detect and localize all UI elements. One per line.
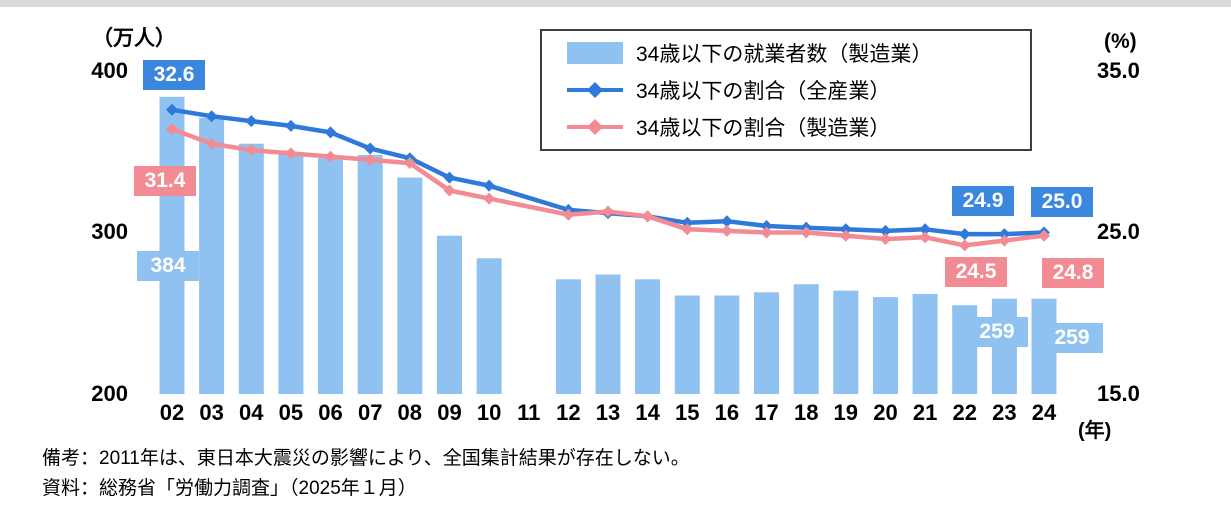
right-axis-tick-25: 25.0 (1097, 219, 1140, 244)
left-axis-tick-400: 400 (91, 58, 128, 83)
footnote-remark: 備考：2011年は、東日本大震災の影響により、全国集計結果が存在しない。 (42, 448, 690, 469)
svg-text:17: 17 (754, 400, 778, 425)
right-axis-tick-35: 35.0 (1097, 58, 1140, 83)
legend-item-ratio-all-industries: 34歳以下の割合（全産業） (542, 75, 1030, 105)
svg-text:24: 24 (1032, 400, 1057, 425)
svg-text:08: 08 (398, 400, 422, 425)
footnote-source: 資料：総務省「労働力調査」（2025年１月） (42, 478, 417, 499)
svg-text:02: 02 (160, 400, 184, 425)
svg-text:06: 06 (318, 400, 342, 425)
x-tick-labels: 02 03 04 05 06 07 08 09 10 11 12 13 14 15 16 17 18 19 20 21… (160, 400, 1057, 425)
data-label-employment-2024: 259 (1041, 323, 1103, 353)
legend-label-employment-bar: 34歳以下の就業者数（製造業） (636, 43, 933, 67)
svg-text:10: 10 (477, 400, 501, 425)
line-ratio-manufacturing (166, 123, 1050, 252)
svg-text:11: 11 (517, 400, 540, 425)
data-label-employment-2023: 259 (966, 317, 1028, 347)
svg-text:21: 21 (913, 400, 937, 425)
svg-text:12: 12 (556, 400, 580, 425)
data-label-manufacturing-ratio-2024: 24.8 (1042, 258, 1104, 288)
svg-text:19: 19 (834, 400, 858, 425)
svg-text:09: 09 (437, 400, 461, 425)
data-label-all-industries-2023: 24.9 (952, 186, 1014, 216)
data-label-employment-2002: 384 (137, 251, 199, 281)
legend-item-employment-bar: 34歳以下の就業者数（製造業） (542, 38, 1030, 68)
legend-label-ratio-all-industries: 34歳以下の割合（全産業） (636, 79, 891, 103)
svg-text:03: 03 (199, 400, 223, 425)
data-label-all-industries-2002: 32.6 (143, 60, 205, 90)
legend-item-ratio-manufacturing: 34歳以下の割合（製造業） (542, 112, 1030, 142)
data-label-all-industries-2024: 25.0 (1031, 187, 1093, 217)
svg-text:18: 18 (794, 400, 818, 425)
x-axis-unit-label: (年) (1078, 420, 1112, 442)
svg-text:15: 15 (675, 400, 699, 425)
right-axis-title: (%) (1104, 30, 1137, 53)
svg-text:07: 07 (358, 400, 382, 425)
blue-line-swatch-icon (566, 78, 624, 102)
bars-employment-series (159, 96, 1057, 395)
pink-line-swatch-icon (566, 115, 624, 139)
legend-label-ratio-manufacturing: 34歳以下の割合（製造業） (636, 116, 891, 140)
right-axis-tick-15: 15.0 (1097, 381, 1140, 406)
bar-swatch-icon (566, 41, 624, 65)
left-axis-title: （万人） (92, 27, 176, 50)
svg-text:23: 23 (992, 400, 1016, 425)
data-label-manufacturing-ratio-2002: 31.4 (134, 166, 196, 196)
svg-text:05: 05 (279, 400, 303, 425)
svg-text:16: 16 (715, 400, 739, 425)
left-axis-tick-200: 200 (91, 381, 128, 406)
svg-text:20: 20 (873, 400, 897, 425)
legend: 34歳以下の就業者数（製造業） 34歳以下の割合（全産業） 34歳以下の割合（製… (540, 29, 1032, 151)
left-axis-tick-300: 300 (91, 219, 128, 244)
svg-text:14: 14 (635, 400, 660, 425)
data-label-manufacturing-ratio-2023: 24.5 (945, 257, 1007, 287)
svg-text:22: 22 (952, 400, 976, 425)
svg-text:13: 13 (596, 400, 620, 425)
top-divider (0, 0, 1231, 7)
svg-text:04: 04 (239, 400, 264, 425)
